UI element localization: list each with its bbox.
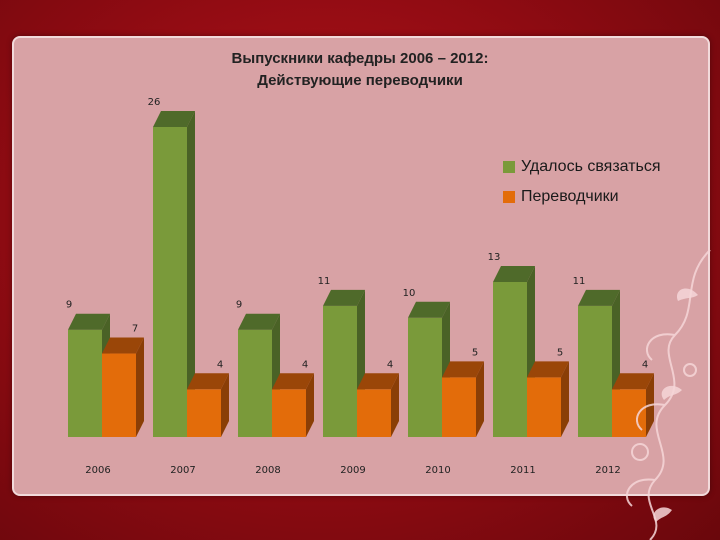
bar-translators-2006 — [102, 353, 136, 437]
x-tick-label-2009: 2009 — [340, 465, 365, 476]
bar-top-translators-2008 — [272, 373, 314, 390]
bar-top-contacted-2012 — [578, 289, 620, 306]
bar-translators-2010 — [442, 377, 476, 437]
chart-title: Выпускники кафедры 2006 – 2012: Действую… — [150, 48, 570, 92]
bar-side-translators-2010 — [476, 361, 484, 437]
legend-item-translators: Переводчики — [503, 182, 661, 212]
bar-top-contacted-2009 — [323, 289, 365, 306]
data-label-contacted-2007: 26 — [148, 97, 161, 108]
x-tick-label-2012: 2012 — [595, 465, 620, 476]
bar-top-contacted-2010 — [408, 301, 450, 318]
data-label-contacted-2008: 9 — [236, 300, 242, 311]
bar-top-contacted-2011 — [493, 266, 535, 282]
bar-top-translators-2012 — [612, 373, 654, 390]
x-tick-label-2006: 2006 — [85, 465, 110, 476]
legend-label-contacted: Удалось связаться — [521, 158, 661, 175]
bar-translators-2007 — [187, 389, 221, 437]
bar-side-contacted-2007 — [187, 111, 195, 437]
data-label-contacted-2011: 13 — [488, 252, 501, 263]
bar-top-contacted-2007 — [153, 111, 195, 127]
bar-top-translators-2009 — [357, 373, 399, 390]
bar-translators-2009 — [357, 389, 391, 437]
data-label-contacted-2010: 10 — [403, 288, 416, 299]
x-tick-label-2010: 2010 — [425, 465, 450, 476]
data-label-translators-2008: 4 — [302, 359, 308, 370]
chart-legend: Удалось связаться Переводчики — [503, 152, 661, 212]
chart-title-line2: Действующие переводчики — [257, 72, 463, 89]
data-label-translators-2007: 4 — [217, 359, 223, 370]
bar-top-translators-2007 — [187, 373, 229, 390]
data-label-contacted-2009: 11 — [318, 276, 331, 287]
data-label-translators-2006: 7 — [132, 324, 138, 335]
bar-top-contacted-2006 — [68, 313, 110, 330]
bar-contacted-2007 — [153, 127, 187, 437]
bar-top-translators-2006 — [102, 337, 144, 354]
legend-swatch-contacted — [503, 161, 515, 173]
bar-contacted-2008 — [238, 329, 272, 437]
bar-contacted-2012 — [578, 305, 612, 437]
data-label-translators-2012: 4 — [642, 359, 648, 370]
floral-ornament — [626, 249, 711, 540]
x-tick-label-2007: 2007 — [170, 465, 195, 476]
legend-label-translators: Переводчики — [521, 188, 619, 205]
data-label-contacted-2012: 11 — [573, 276, 586, 287]
bar-top-contacted-2008 — [238, 313, 280, 330]
bar-translators-2008 — [272, 389, 306, 437]
bar-contacted-2006 — [68, 329, 102, 437]
bar-side-translators-2008 — [306, 373, 314, 437]
bar-contacted-2010 — [408, 317, 442, 437]
legend-swatch-translators — [503, 191, 515, 203]
x-tick-label-2011: 2011 — [510, 465, 535, 476]
data-label-contacted-2006: 9 — [66, 300, 72, 311]
bar-contacted-2009 — [323, 305, 357, 437]
bar-translators-2011 — [527, 377, 561, 437]
bar-top-translators-2011 — [527, 361, 569, 378]
data-label-translators-2010: 5 — [472, 347, 478, 358]
bar-side-translators-2009 — [391, 373, 399, 437]
bar-side-translators-2007 — [221, 373, 229, 437]
bar-contacted-2011 — [493, 282, 527, 437]
x-tick-label-2008: 2008 — [255, 465, 280, 476]
bar-top-translators-2010 — [442, 361, 484, 378]
legend-item-contacted: Удалось связаться — [503, 152, 661, 182]
data-label-translators-2009: 4 — [387, 359, 393, 370]
bar-side-translators-2011 — [561, 361, 569, 437]
data-label-translators-2011: 5 — [557, 347, 563, 358]
bar-side-translators-2006 — [136, 337, 144, 437]
chart-title-line1: Выпускники кафедры 2006 – 2012: — [231, 50, 489, 67]
